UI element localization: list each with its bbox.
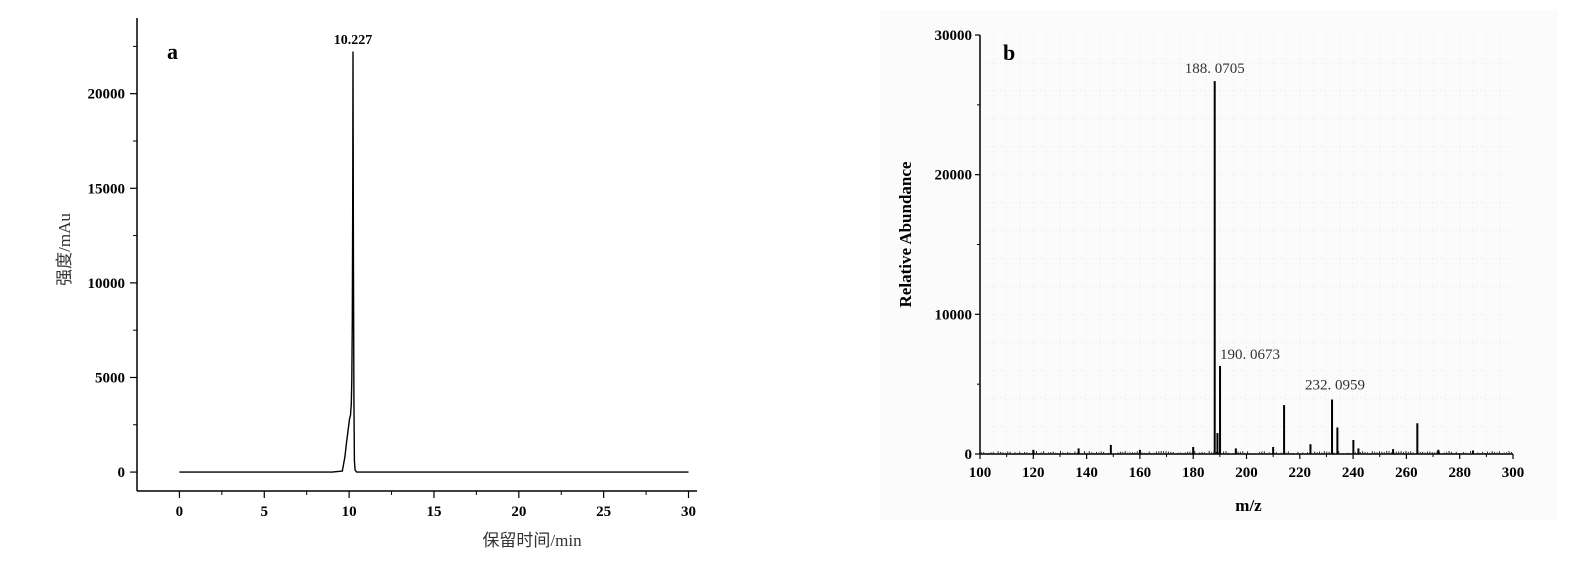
peak-label: 188. 0705 bbox=[1185, 61, 1245, 77]
x-tick-label-b: 200 bbox=[1235, 465, 1258, 481]
x-tick-label-a: 25 bbox=[596, 504, 611, 520]
y-tick-label-b: 20000 bbox=[935, 168, 973, 184]
plot-area-a bbox=[0, 0, 760, 565]
x-tick-label-a: 30 bbox=[681, 504, 696, 520]
y-tick-label-a: 5000 bbox=[95, 370, 125, 386]
x-tick-label-a: 0 bbox=[176, 504, 184, 520]
y-tick-label-a: 20000 bbox=[88, 87, 126, 103]
x-tick-label-b: 180 bbox=[1182, 465, 1205, 481]
x-tick-label-b: 300 bbox=[1502, 465, 1525, 481]
x-tick-label-b: 240 bbox=[1342, 465, 1365, 481]
x-axis-title-a: 保留时间/min bbox=[482, 531, 582, 550]
x-tick-label-b: 120 bbox=[1022, 465, 1045, 481]
x-tick-label-b: 220 bbox=[1289, 465, 1312, 481]
y-axis-title-a: 强度/mAu bbox=[55, 213, 74, 286]
panel-label-b: b bbox=[1003, 40, 1015, 65]
x-tick-label-a: 10 bbox=[342, 504, 357, 520]
spectrum-background bbox=[880, 10, 1557, 520]
y-tick-label-a: 0 bbox=[118, 465, 126, 481]
chromatogram-trace bbox=[179, 51, 689, 473]
y-tick-label-a: 10000 bbox=[88, 276, 126, 292]
y-tick-label-a: 15000 bbox=[88, 181, 126, 197]
x-axis-title-b: m/z bbox=[1235, 496, 1262, 515]
panel-label-a: a bbox=[167, 39, 178, 64]
x-tick-label-b: 140 bbox=[1075, 465, 1098, 481]
x-tick-label-a: 5 bbox=[261, 504, 269, 520]
x-tick-label-b: 280 bbox=[1448, 465, 1471, 481]
peak-label: 10.227 bbox=[334, 33, 373, 48]
x-tick-label-b: 260 bbox=[1395, 465, 1418, 481]
x-tick-label-b: 100 bbox=[969, 465, 992, 481]
peak-label: 190. 0673 bbox=[1220, 347, 1280, 363]
mass-spectrum-chart: 100 120 140 160 180 200 220 240 260 280 300 0 10000 2… bbox=[880, 10, 1557, 520]
x-tick-label-a: 20 bbox=[511, 504, 526, 520]
peak-label: 232. 0959 bbox=[1305, 378, 1365, 394]
y-tick-label-b: 10000 bbox=[935, 307, 973, 323]
x-tick-label-a: 15 bbox=[426, 504, 441, 520]
y-tick-label-b: 30000 bbox=[935, 28, 973, 44]
y-axis-title-b: Relative Abundance bbox=[896, 161, 915, 307]
x-tick-label-b: 160 bbox=[1129, 465, 1152, 481]
y-tick-label-b: 0 bbox=[965, 447, 973, 463]
